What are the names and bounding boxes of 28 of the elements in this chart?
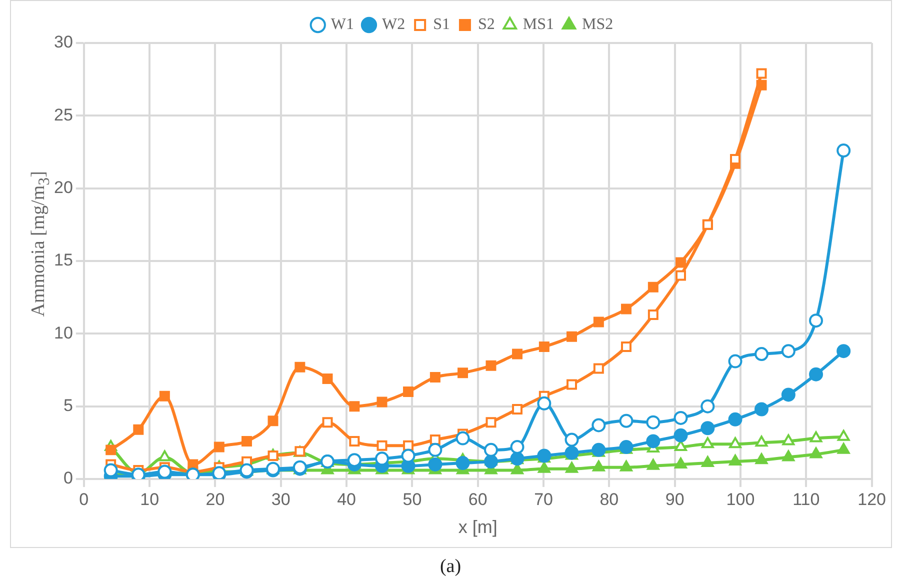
x-axis-title: x [m] xyxy=(458,517,498,538)
x-tick-label: 100 xyxy=(726,490,755,509)
y-tick-label: 15 xyxy=(54,250,73,270)
x-tick-label: 60 xyxy=(468,490,488,509)
x-tick-label: 50 xyxy=(402,490,422,509)
legend-label: S2 xyxy=(478,16,495,34)
x-tick-label: 30 xyxy=(271,490,290,509)
text: (a) xyxy=(438,556,462,578)
y-tick-label: 25 xyxy=(54,105,73,124)
y-tick-label: 20 xyxy=(54,178,73,198)
x-tick-label: 110 xyxy=(792,490,820,509)
legend-label: W2 xyxy=(382,16,406,34)
x-tick-label: 90 xyxy=(665,490,684,509)
y-tick-label: 10 xyxy=(54,323,73,342)
x-tick-label: 80 xyxy=(600,490,619,509)
x-tick-label: 10 xyxy=(140,490,160,509)
y-tick-label: 30 xyxy=(54,32,73,52)
legend-label: W1 xyxy=(330,16,354,34)
x-tick-label: 0 xyxy=(79,490,89,509)
y-tick-label: 0 xyxy=(63,468,73,488)
x-tick-label: 70 xyxy=(534,490,553,509)
legend-label: MS2 xyxy=(582,16,614,34)
x-tick-label: 40 xyxy=(337,490,356,509)
x-tick-label: 120 xyxy=(858,490,886,509)
legend-label: S1 xyxy=(433,16,450,34)
legend-label: MS1 xyxy=(522,16,554,34)
y-tick-label: 5 xyxy=(63,396,73,416)
x-tick-label: 20 xyxy=(206,490,225,509)
